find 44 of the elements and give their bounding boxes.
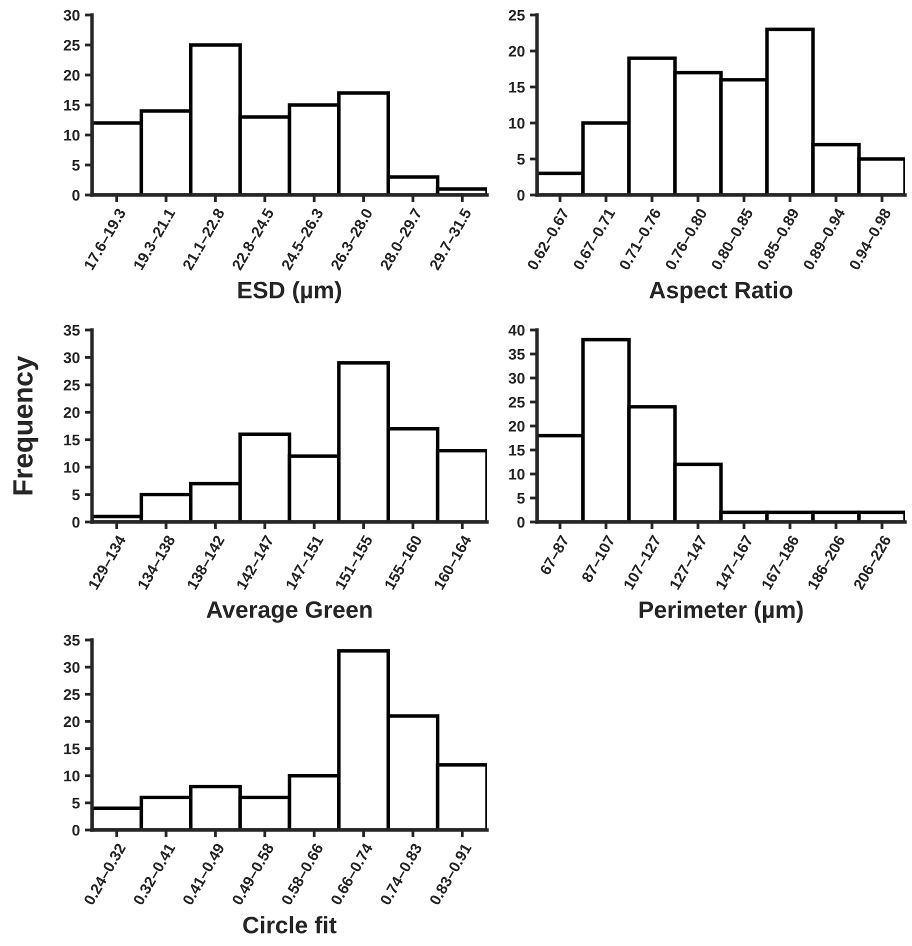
y-tick-label: 0	[517, 190, 525, 201]
y-tick-label: 25	[64, 40, 80, 51]
x-axis-title: Aspect Ratio	[649, 281, 792, 304]
y-tick-label: 0	[72, 516, 80, 528]
y-tick-label: 10	[64, 462, 80, 473]
y-tick-label: 25	[64, 689, 80, 700]
y-tick-label: 25	[508, 10, 525, 21]
y-tick-label: 10	[64, 770, 80, 782]
y-tick-label: 20	[508, 420, 525, 432]
y-tick-label: 40	[508, 324, 525, 336]
y-tick-label: 10	[509, 468, 525, 480]
y-tick-label: 5	[72, 798, 80, 809]
y-axis-title: Frequency	[13, 356, 38, 494]
y-tick-label: 5	[72, 490, 80, 500]
y-tick-label: 10	[64, 130, 80, 141]
y-tick-label: 5	[72, 160, 80, 171]
y-tick-label: 20	[64, 407, 80, 418]
y-tick-label: 25	[508, 396, 525, 408]
y-tick-label: 30	[508, 372, 525, 384]
y-tick-label: 15	[509, 445, 525, 456]
y-tick-label: 5	[517, 154, 525, 165]
y-tick-label: 0	[517, 516, 525, 528]
x-axis-title: Perimeter (µm)	[640, 600, 803, 623]
y-tick-label: 10	[509, 118, 525, 129]
y-tick-label: 35	[64, 634, 80, 646]
y-tick-label: 15	[509, 82, 525, 93]
y-tick-label: 15	[64, 434, 80, 446]
y-tick-label: 15	[64, 100, 80, 111]
y-tick-label: 35	[64, 324, 80, 336]
y-tick-label: 0	[72, 190, 80, 201]
y-tick-label: 25	[64, 380, 80, 391]
x-axis-title: Circle fit	[243, 916, 336, 934]
x-axis-title: ESD (µm)	[238, 281, 342, 304]
y-tick-label: 30	[64, 662, 80, 673]
y-tick-label: 30	[64, 352, 80, 364]
y-tick-label: 20	[64, 716, 80, 728]
x-axis-title: Average Green	[206, 601, 372, 623]
y-tick-label: 5	[517, 493, 525, 504]
y-tick-label: 15	[64, 744, 80, 754]
y-tick-label: 20	[64, 70, 80, 81]
y-tick-label: 30	[64, 10, 80, 21]
y-tick-label: 20	[508, 46, 525, 57]
y-tick-label: 35	[508, 348, 525, 360]
y-tick-label: 0	[72, 824, 80, 836]
